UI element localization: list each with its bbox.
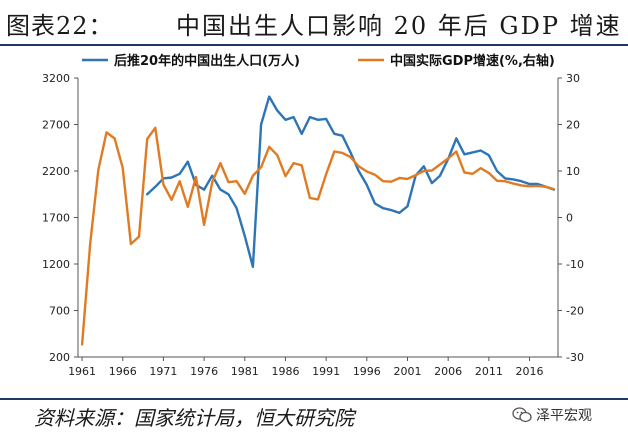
line-chart: 后推20年的中国出生人口(万人) 中国实际GDP增速(%,右轴) 20070012… [42,53,584,378]
x-tick-label: 1996 [353,365,381,378]
x-tick-label: 2006 [434,365,462,378]
right-tick-label: 30 [566,72,580,85]
x-tick-label: 1986 [271,365,299,378]
title-bar: 图表22： 中国出生人口影响 20 年后 GDP 增速 [0,0,628,44]
x-tick-label: 1991 [312,365,340,378]
watermark-text: 泽平宏观 [536,408,592,424]
figure-label: 图表22： [6,12,114,40]
x-tick-label: 2011 [475,365,503,378]
right-tick-label: 0 [566,212,573,225]
source-note: 资料来源：国家统计局，恒大研究院 [34,406,354,430]
series-lines [80,95,556,346]
source-rule [0,398,628,400]
right-tick-label: -10 [566,258,584,271]
chart-area: 后推20年的中国出生人口(万人) 中国实际GDP增速(%,右轴) 200 700 12… [0,46,628,398]
legend-label-1: 后推20年的中国出生人口(万人) [114,53,300,69]
wechat-icon [512,407,532,423]
left-tick-label: 1200 [42,258,70,271]
left-tick-label: 2700 [42,119,70,132]
legend-label-2: 中国实际GDP增速(%,右轴) [390,53,555,69]
legend: 后推20年的中国出生人口(万人) 中国实际GDP增速(%,右轴) [82,53,555,69]
right-tick-label: -20 [566,305,584,318]
x-tick-label: 2016 [516,365,544,378]
x-tick-label: 1966 [109,365,137,378]
left-tick-label: 200 [49,351,70,364]
left-tick-label: 700 [49,305,70,318]
series-line-1 [146,95,556,268]
left-tick-label: 2200 [42,165,70,178]
watermark: 泽平宏观 [512,405,592,425]
x-tick-label: 1971 [149,365,177,378]
left-tick-label: 1700 [42,212,70,225]
series-line-2 [80,126,556,346]
x-tick-label: 1981 [231,365,259,378]
x-tick-label: 1976 [190,365,218,378]
axes: 200 700 1200 1700 2200 2700 3200 -30 -20 -10 0 10 20… [42,72,584,378]
x-tick-label: 2001 [393,365,421,378]
right-tick-label: -30 [566,351,584,364]
right-tick-label: 10 [566,165,580,178]
chart-title: 中国出生人口影响 20 年后 GDP 增速 [176,12,622,40]
x-tick-label: 1961 [68,365,96,378]
left-tick-label: 3200 [42,72,70,85]
right-tick-label: 20 [566,119,580,132]
title-rule [0,44,628,46]
